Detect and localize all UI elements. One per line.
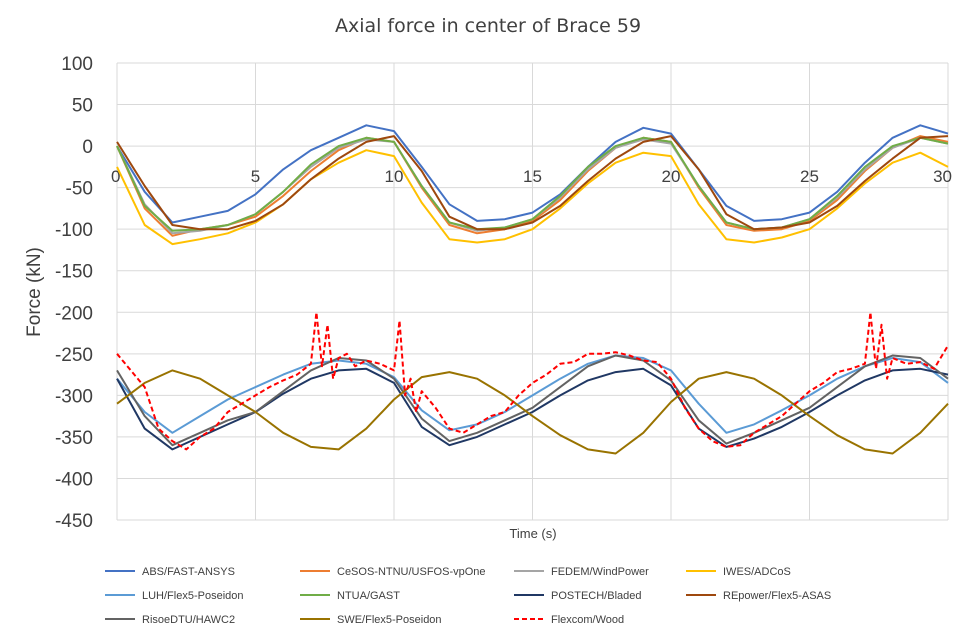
legend-label: NTUA/GAST	[337, 590, 400, 602]
x-tick-label: 5	[251, 167, 260, 186]
y-tick-label: -100	[55, 220, 93, 241]
series-line	[116, 135, 949, 231]
x-tick-label: 20	[662, 167, 681, 186]
series-line	[116, 136, 949, 232]
legend-label: CeSOS-NTNU/USFOS-vpOne	[337, 566, 486, 578]
grid	[116, 62, 949, 521]
legend-label: FEDEM/WindPower	[551, 566, 649, 578]
series-line	[116, 124, 949, 224]
series-line	[116, 149, 949, 246]
y-tick-label: -200	[55, 303, 93, 324]
series-line	[116, 135, 949, 237]
legend-label: Flexcom/Wood	[551, 614, 624, 626]
x-tick-label: 25	[800, 167, 819, 186]
x-tick-label: 10	[385, 167, 404, 186]
series-line	[116, 354, 949, 434]
y-tick-label: -450	[55, 511, 93, 532]
x-axis-ticks: 0 5 10 15 20 25 30	[111, 167, 952, 186]
y-tick-label: -400	[55, 469, 93, 490]
legend-label: LUH/Flex5-Poseidon	[142, 590, 244, 602]
y-tick-label: -150	[55, 262, 93, 283]
y-tick-label: 0	[82, 137, 93, 158]
y-axis-ticks: 100 50 0 -50 -100 -150 -200 -250 -300 -350 -400 -45…	[55, 54, 93, 532]
y-tick-label: -50	[66, 179, 93, 200]
legend-label: POSTECH/Bladed	[551, 590, 641, 602]
chart-title: Axial force in center of Brace 59	[335, 15, 641, 37]
y-tick-label: 50	[72, 96, 93, 117]
y-tick-label: -350	[55, 428, 93, 449]
x-axis-label: Time (s)	[509, 526, 556, 541]
legend-label: REpower/Flex5-ASAS	[723, 590, 831, 602]
legend-label: IWES/ADCoS	[723, 566, 791, 578]
x-tick-label: 0	[111, 167, 120, 186]
y-tick-label: 100	[61, 54, 93, 75]
legend: ABS/FAST-ANSYS CeSOS-NTNU/USFOS-vpOne FEDE…	[105, 566, 831, 626]
x-tick-label: 30	[933, 167, 952, 186]
legend-label: ABS/FAST-ANSYS	[142, 566, 235, 578]
series-line	[116, 311, 949, 451]
series-layer	[116, 124, 949, 455]
legend-label: RisoeDTU/HAWC2	[142, 614, 235, 626]
y-tick-label: -250	[55, 345, 93, 366]
y-axis-label: Force (kN)	[24, 247, 45, 337]
x-tick-label: 15	[523, 167, 542, 186]
y-tick-label: -300	[55, 386, 93, 407]
series-line	[116, 369, 949, 455]
legend-label: SWE/Flex5-Poseidon	[337, 614, 442, 626]
